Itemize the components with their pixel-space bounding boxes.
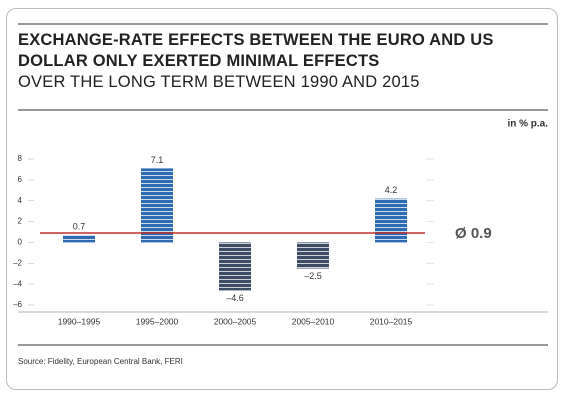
x-tick-label: 1990–1995 [58, 316, 101, 326]
x-tick-label: 2000–2005 [214, 316, 257, 326]
y-tick-label: 4 [18, 196, 23, 205]
y-tick-label: 2 [18, 217, 23, 226]
bar [297, 242, 329, 269]
x-tick-label: 1995–2000 [136, 316, 179, 326]
value-label: 4.2 [385, 185, 398, 195]
value-label: –4.6 [226, 293, 244, 303]
x-tick-label: 2005–2010 [292, 316, 335, 326]
y-tick-label: –4 [13, 279, 22, 288]
y-tick-label: –6 [13, 300, 22, 309]
source: Source: Fidelity, European Central Bank,… [18, 357, 183, 366]
bar [141, 168, 173, 243]
y-tick-label: –2 [13, 258, 22, 267]
y-tick-label: 6 [18, 175, 23, 184]
y-tick-label: 8 [18, 154, 23, 163]
y-tick-label: 0 [18, 238, 23, 247]
bar [219, 242, 251, 291]
value-label: 7.1 [151, 155, 164, 165]
bar [375, 198, 407, 243]
value-label: –2.5 [304, 271, 322, 281]
chart-subtitle: OVER THE LONG TERM BETWEEN 1990 AND 2015 [18, 73, 420, 91]
bar [63, 235, 95, 243]
x-tick-label: 2010–2015 [370, 316, 413, 326]
value-label: 0.7 [73, 222, 86, 232]
unit-label: in % p.a. [507, 119, 548, 130]
average-label: Ø 0.9 [455, 225, 492, 242]
chart-title: EXCHANGE-RATE EFFECTS BETWEEN THE EURO A… [18, 31, 494, 70]
frame [6, 8, 558, 390]
